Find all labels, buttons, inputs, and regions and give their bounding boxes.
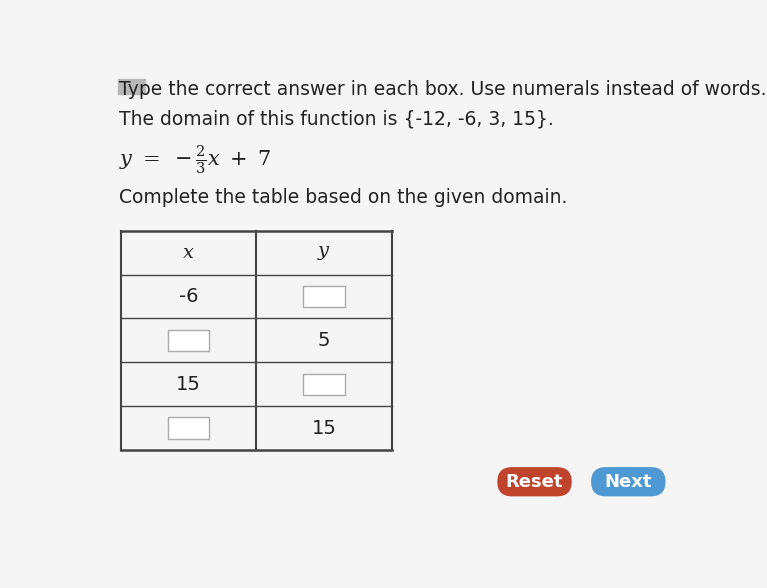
Text: $y$: $y$	[317, 243, 331, 262]
Text: The domain of this function is {-12, -6, 3, 15}.: The domain of this function is {-12, -6,…	[119, 109, 554, 128]
Text: 15: 15	[311, 419, 337, 437]
Text: -6: -6	[179, 287, 198, 306]
Bar	[303, 286, 345, 308]
Text: Complete the table based on the given domain.: Complete the table based on the given do…	[119, 188, 568, 206]
Bar	[167, 417, 209, 439]
Text: 5: 5	[318, 331, 331, 350]
Text: $y\ =\ -\frac{2}{3}x\ +\ 7$: $y\ =\ -\frac{2}{3}x\ +\ 7$	[119, 143, 272, 176]
FancyBboxPatch shape	[497, 467, 571, 496]
Bar	[118, 79, 145, 93]
Bar	[167, 330, 209, 351]
FancyBboxPatch shape	[591, 467, 666, 496]
Text: Type the correct answer in each box. Use numerals instead of words.: Type the correct answer in each box. Use…	[119, 80, 767, 99]
Text: $x$: $x$	[182, 243, 195, 262]
Bar	[303, 373, 345, 395]
Text: Reset: Reset	[505, 473, 563, 491]
Text: Next: Next	[604, 473, 652, 491]
Text: 15: 15	[176, 375, 201, 394]
